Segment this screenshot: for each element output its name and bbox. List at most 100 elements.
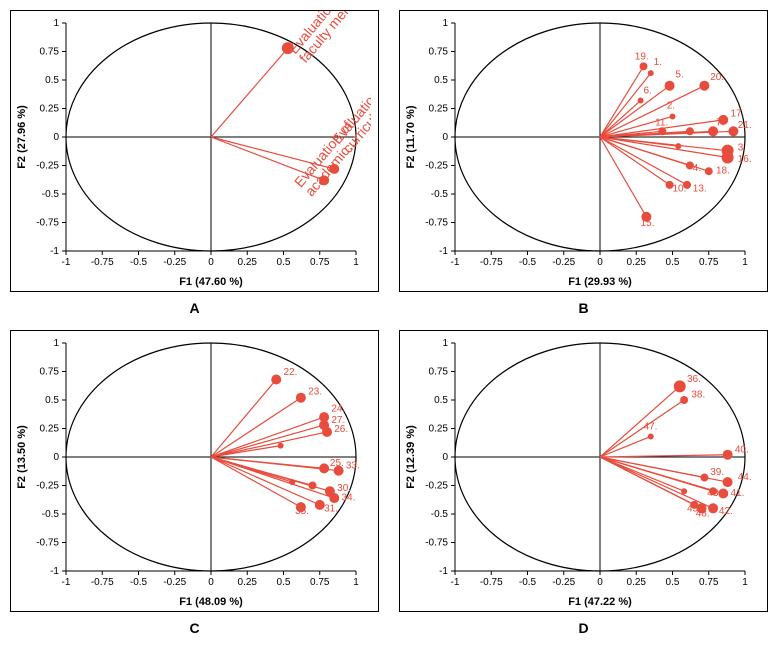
correlation-circle-plot: -1-1-0.75-0.75-0.5-0.5-0.25-0.25000.250.… [11, 11, 371, 291]
panel-grid: -1-1-0.75-0.75-0.5-0.5-0.25-0.25000.250.… [10, 10, 768, 646]
svg-text:0.75: 0.75 [40, 367, 60, 378]
variable-label: 5. [675, 70, 683, 81]
svg-text:-0.75: -0.75 [480, 577, 503, 588]
svg-text:1: 1 [353, 257, 359, 268]
svg-text:-0.25: -0.25 [425, 481, 448, 492]
loading-point [699, 81, 709, 91]
svg-text:0.75: 0.75 [310, 257, 330, 268]
svg-text:1: 1 [53, 338, 59, 349]
variable-label: 20. [710, 72, 724, 83]
loading-point [271, 374, 281, 384]
panel-d: -1-1-0.75-0.75-0.5-0.5-0.25-0.25000.250.… [399, 330, 768, 612]
svg-text:0.5: 0.5 [45, 75, 59, 86]
x-axis-label: F1 (29.93 %) [568, 276, 632, 288]
variable-label: 22. [284, 367, 298, 378]
loading-vector [211, 457, 330, 491]
correlation-circle-plot: -1-1-0.75-0.75-0.5-0.5-0.25-0.25000.250.… [11, 331, 371, 611]
variable-label: 26. [334, 424, 348, 435]
loading-point [686, 127, 694, 135]
variable-label: 36. [687, 374, 701, 385]
svg-text:-1: -1 [62, 577, 71, 588]
loading-point [723, 450, 733, 460]
svg-text:0.25: 0.25 [238, 257, 258, 268]
variable-label: 41. [731, 488, 745, 499]
svg-text:-1: -1 [62, 257, 71, 268]
loading-vector [211, 425, 324, 457]
variable-label: 21. [738, 120, 752, 131]
loading-vector [600, 457, 684, 491]
panel-letter-a: A [10, 296, 379, 326]
svg-text:0.5: 0.5 [666, 577, 680, 588]
svg-text:0.75: 0.75 [40, 47, 60, 58]
variable-label: 6. [644, 86, 652, 97]
svg-text:-0.5: -0.5 [130, 257, 148, 268]
svg-text:-0.75: -0.75 [91, 257, 114, 268]
variable-label: 35. [295, 506, 309, 517]
svg-text:0: 0 [442, 132, 448, 143]
variable-label: 7. [716, 118, 724, 129]
loading-point [296, 393, 306, 403]
svg-text:-1: -1 [439, 566, 448, 577]
svg-text:0: 0 [53, 132, 59, 143]
svg-text:-1: -1 [50, 566, 59, 577]
loading-point [638, 98, 644, 104]
svg-text:0.75: 0.75 [429, 367, 449, 378]
loading-vector [211, 48, 288, 137]
x-axis-label: F1 (48.09 %) [179, 596, 243, 608]
svg-text:-0.25: -0.25 [552, 257, 575, 268]
loading-point [683, 181, 691, 189]
y-axis-label: F2 (13.50 %) [16, 425, 28, 489]
variable-label: 2. [667, 101, 675, 112]
svg-text:-0.25: -0.25 [163, 577, 186, 588]
y-axis-label: F2 (11.70 %) [405, 105, 417, 168]
svg-text:1: 1 [53, 18, 59, 29]
variable-label: 31. [324, 504, 338, 515]
svg-text:1: 1 [742, 577, 748, 588]
svg-text:-1: -1 [439, 246, 448, 257]
loading-vector [211, 398, 301, 457]
variable-label: 24. [331, 403, 345, 414]
loading-point [670, 113, 676, 119]
svg-text:0: 0 [597, 257, 603, 268]
svg-text:0.5: 0.5 [434, 395, 448, 406]
svg-text:-0.5: -0.5 [431, 509, 449, 520]
loading-point [674, 380, 686, 392]
loading-vector [211, 457, 320, 505]
svg-text:-0.25: -0.25 [163, 257, 186, 268]
svg-text:0.25: 0.25 [40, 424, 60, 435]
loading-point [334, 466, 344, 476]
svg-text:0.25: 0.25 [40, 104, 60, 115]
svg-text:-0.5: -0.5 [519, 257, 537, 268]
loading-vector [600, 457, 713, 508]
svg-text:0.75: 0.75 [699, 257, 719, 268]
svg-text:0: 0 [442, 452, 448, 463]
loading-point [648, 433, 654, 439]
svg-text:-0.75: -0.75 [36, 538, 59, 549]
svg-text:-1: -1 [50, 246, 59, 257]
svg-text:0.25: 0.25 [627, 577, 647, 588]
variable-label: 18. [716, 165, 730, 176]
x-axis-label: F1 (47.22 %) [568, 596, 632, 608]
variable-label: 44. [738, 472, 752, 483]
svg-text:0.5: 0.5 [45, 395, 59, 406]
loading-point [705, 167, 713, 175]
svg-text:0.5: 0.5 [666, 257, 680, 268]
loading-point [322, 427, 332, 437]
correlation-circle-plot: -1-1-0.75-0.75-0.5-0.5-0.25-0.25000.250.… [400, 331, 760, 611]
svg-text:0: 0 [53, 452, 59, 463]
svg-text:-0.75: -0.75 [425, 218, 448, 229]
loading-point [708, 503, 718, 513]
svg-text:-0.5: -0.5 [130, 577, 148, 588]
loading-point [329, 493, 339, 503]
loading-point [723, 477, 733, 487]
svg-text:-0.75: -0.75 [91, 577, 114, 588]
svg-text:0.75: 0.75 [310, 577, 330, 588]
svg-text:0: 0 [208, 577, 214, 588]
svg-text:0.75: 0.75 [699, 577, 719, 588]
variable-label: 23. [308, 386, 322, 397]
svg-text:0.5: 0.5 [277, 577, 291, 588]
variable-label: 16. [738, 154, 752, 165]
loading-point [278, 443, 284, 449]
svg-text:-1: -1 [451, 577, 460, 588]
variable-label: 34. [342, 492, 356, 503]
